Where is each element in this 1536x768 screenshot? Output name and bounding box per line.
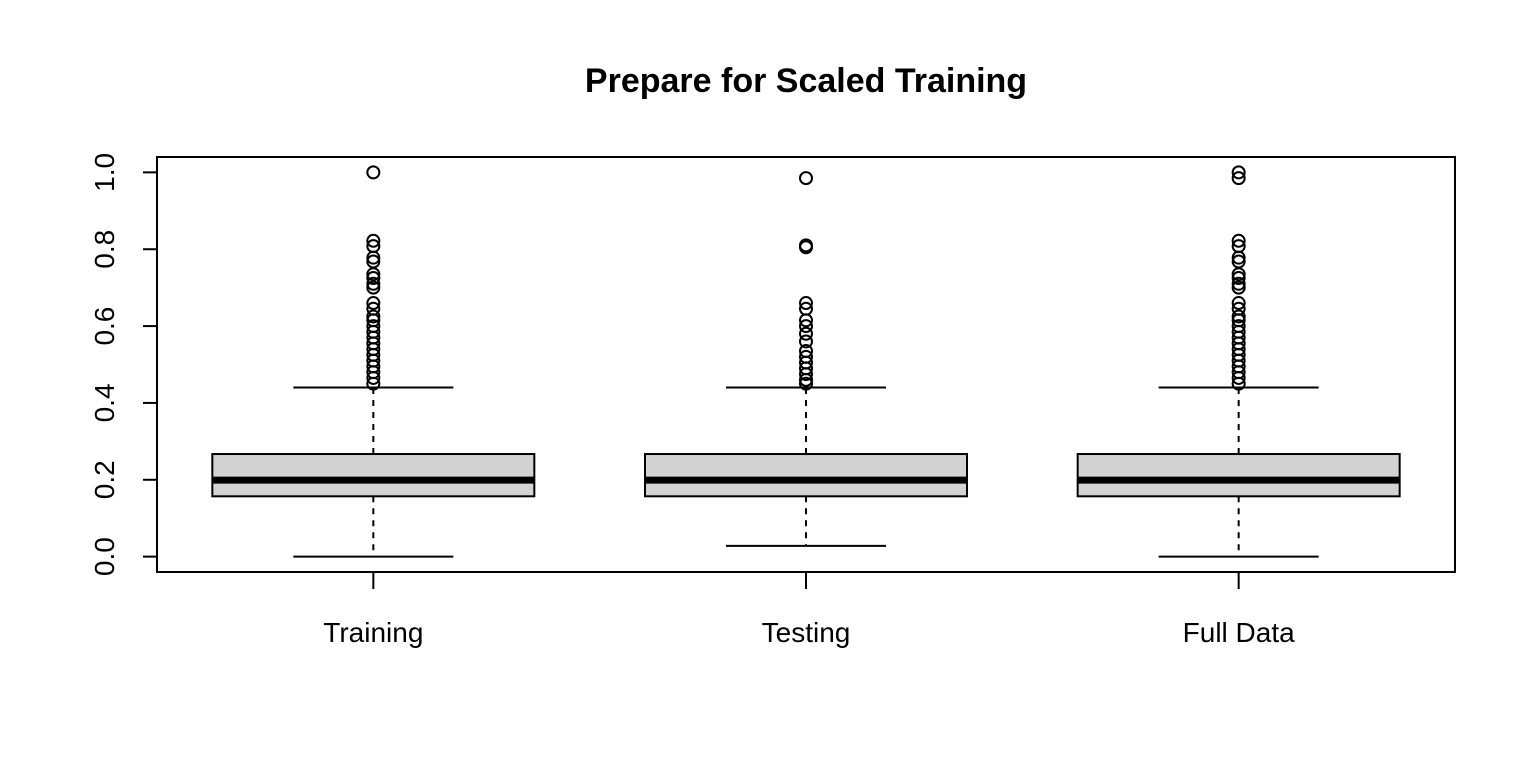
outlier-point <box>1231 171 1246 186</box>
x-tick-label: Testing <box>762 617 851 648</box>
outlier-point <box>366 376 381 391</box>
outlier-point <box>799 367 813 382</box>
y-tick-label: 0.6 <box>89 307 120 346</box>
box-1 <box>644 171 968 547</box>
outlier-point <box>366 309 381 324</box>
outlier-point <box>1231 276 1246 291</box>
outlier-point <box>1231 165 1246 180</box>
outlier-point <box>1231 271 1246 286</box>
outlier-point <box>366 370 381 385</box>
outlier-point <box>1231 309 1246 324</box>
outlier-point <box>1231 280 1246 295</box>
box-0 <box>211 165 536 558</box>
outlier-point <box>366 250 381 265</box>
box-2 <box>1076 165 1401 558</box>
outlier-point <box>1231 250 1246 265</box>
y-tick-label: 0.8 <box>89 230 120 269</box>
iqr-box <box>644 453 968 498</box>
outlier-point <box>799 171 813 186</box>
boxes <box>211 165 1401 558</box>
outlier-point <box>366 296 381 311</box>
outlier-point <box>1231 233 1246 248</box>
iqr-box <box>1076 453 1401 498</box>
outlier-point <box>1231 370 1246 385</box>
outlier-point <box>1231 296 1246 311</box>
outlier-point <box>799 313 813 328</box>
outlier-point <box>799 326 813 341</box>
outlier-point <box>799 376 813 391</box>
outlier-point <box>799 334 813 349</box>
outlier-point <box>366 233 381 248</box>
y-axis: 0.0 0.2 0.4 0.6 0.8 1.0 <box>89 153 158 576</box>
outlier-point <box>1231 267 1246 282</box>
outlier-point <box>366 276 381 291</box>
y-tick-label: 0.2 <box>89 460 120 499</box>
x-tick-label: Full Data <box>1183 617 1295 648</box>
iqr-box <box>211 453 536 498</box>
outlier-point <box>366 280 381 295</box>
outlier-point <box>366 165 381 180</box>
y-tick-label: 0.4 <box>89 383 120 422</box>
y-tick-label: 1.0 <box>89 153 120 192</box>
outlier-point <box>366 271 381 286</box>
chart-title: Prepare for Scaled Training <box>585 62 1027 100</box>
outlier-point <box>799 372 813 387</box>
outlier-point <box>799 319 813 334</box>
outlier-point <box>799 296 813 311</box>
outlier-point <box>799 240 813 255</box>
outlier-point <box>1231 376 1246 391</box>
x-axis: Training Testing Full Data <box>323 572 1295 648</box>
y-tick-label: 0.0 <box>89 537 120 576</box>
x-tick-label: Training <box>323 617 423 648</box>
outlier-point <box>366 267 381 282</box>
